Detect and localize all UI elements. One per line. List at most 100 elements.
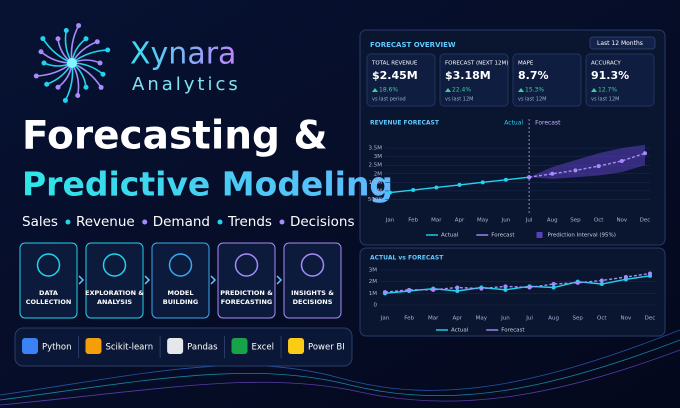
- step-box: [217, 242, 276, 319]
- logo-node: [83, 36, 89, 42]
- kpi-note: vs last period: [372, 97, 406, 103]
- point: [551, 282, 556, 286]
- legend-swatch: [536, 232, 543, 238]
- point: [479, 286, 484, 291]
- y-tick-label: 1.5M: [369, 180, 383, 186]
- point: [551, 285, 556, 290]
- kpi-up: [445, 88, 451, 92]
- point: [527, 175, 532, 180]
- x-tick-label: Nov: [616, 218, 627, 224]
- kpi-change: 12.7%: [598, 87, 617, 94]
- x-tick-label: Feb: [408, 218, 418, 224]
- point: [431, 287, 436, 292]
- range-select[interactable]: [589, 36, 656, 50]
- x-tick-label: May: [476, 316, 488, 322]
- point: [455, 285, 460, 290]
- tool-icon: [167, 338, 184, 354]
- point: [575, 280, 580, 285]
- x-tick-label: Sep: [573, 316, 584, 322]
- brand-name: Xynara: [130, 37, 236, 72]
- kpi-value: 91.3%: [591, 69, 629, 82]
- legend-label: Actual: [451, 328, 469, 334]
- step-icon: [102, 253, 127, 277]
- x-tick-label: Mar: [431, 218, 442, 224]
- step-label: EXPLORATION & ANALYSIS: [85, 289, 144, 306]
- logo-node: [75, 92, 81, 98]
- tools-bar: [14, 327, 353, 367]
- x-tick-label: Oct: [597, 316, 607, 322]
- x-tick-label: Jun: [500, 316, 510, 322]
- kpi-value: 8.7%: [518, 69, 549, 82]
- brand-sub: Analytics: [132, 74, 241, 95]
- kpi-up: [518, 88, 524, 92]
- point: [411, 188, 416, 193]
- logo-node: [105, 47, 111, 53]
- y-tick-label: 3M: [369, 268, 377, 274]
- tag: Decisions: [290, 214, 355, 230]
- marker-label: Actual: [504, 120, 523, 127]
- y-tick-label: 3.5M: [369, 146, 383, 152]
- tool-icon: [288, 338, 305, 354]
- point: [503, 177, 508, 182]
- point: [527, 285, 532, 290]
- point: [455, 289, 460, 293]
- kpi-card: [585, 53, 655, 107]
- step-label: PREDICTION & FORECASTING: [220, 289, 273, 306]
- logo-node: [97, 60, 103, 66]
- series-line: [384, 275, 651, 295]
- x-tick-label: Jul: [525, 316, 533, 322]
- chart-title: REVENUE FORECAST: [370, 120, 440, 127]
- tag-dot: [142, 219, 148, 225]
- logo-node: [94, 39, 100, 45]
- y-tick-label: 3M: [374, 154, 382, 160]
- logo-node: [40, 36, 46, 42]
- legend-label: Forecast: [491, 233, 515, 239]
- series-line: [384, 272, 651, 293]
- point: [388, 190, 392, 195]
- kpi-change: 15.3%: [525, 87, 544, 94]
- step-box: [85, 242, 144, 319]
- tool-icon: [22, 338, 38, 354]
- legend-label: Actual: [441, 233, 459, 239]
- x-tick-label: Nov: [621, 316, 632, 322]
- point: [643, 151, 647, 156]
- kpi-card: [512, 53, 582, 107]
- x-tick-label: Jun: [501, 218, 511, 224]
- logo-node: [55, 84, 61, 90]
- tool-label: Python: [42, 343, 71, 353]
- step-box: [19, 242, 78, 319]
- point: [619, 158, 624, 163]
- x-tick-label: Apr: [455, 218, 465, 224]
- point: [648, 271, 652, 276]
- legend-label: Forecast: [501, 328, 525, 334]
- point: [503, 284, 508, 289]
- step-arrow: [78, 275, 85, 285]
- logo: [33, 23, 111, 103]
- tool-label: Power BI: [308, 343, 345, 353]
- x-tick-label: Apr: [453, 316, 463, 322]
- x-tick-label: Mar: [428, 316, 439, 322]
- point: [623, 275, 628, 279]
- kpi-change: 22.4%: [452, 87, 471, 94]
- x-tick-label: Aug: [548, 316, 559, 322]
- step-label: DATA COLLECTION: [26, 289, 72, 306]
- headline-1: Forecasting &: [22, 114, 327, 159]
- tag-dot: [65, 219, 71, 225]
- step-arrow: [144, 275, 151, 285]
- point: [480, 180, 485, 185]
- tool-label: Excel: [252, 343, 275, 353]
- kpi-label: FORECAST (NEXT 12M): [445, 61, 508, 67]
- tag: Trends: [227, 214, 272, 230]
- kpi-up: [372, 88, 378, 92]
- step-icon: [234, 253, 259, 277]
- dashboard-title: FORECAST OVERVIEW: [370, 41, 456, 49]
- kpi-note: vs last 12M: [445, 97, 473, 103]
- x-tick-label: Sep: [570, 218, 581, 224]
- logo-node: [41, 60, 47, 66]
- logo-node: [33, 73, 39, 79]
- kpi-change: 18.6%: [379, 87, 398, 94]
- x-tick-label: Jan: [385, 218, 395, 224]
- logo-node: [76, 23, 82, 29]
- point: [599, 282, 604, 286]
